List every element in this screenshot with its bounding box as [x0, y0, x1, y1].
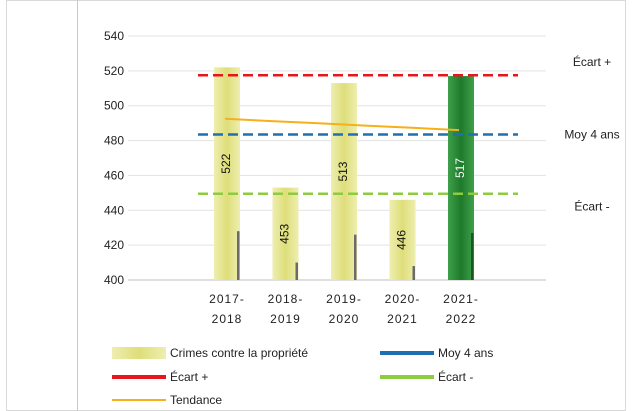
bar-value-labels: 522 453 513 446 517 [219, 153, 467, 250]
legend-label: Crimes contre la propriété [170, 346, 308, 360]
legend-label: Tendance [170, 393, 222, 407]
legend: Crimes contre la propriété Moy 4 ans Écart… [112, 346, 493, 407]
shadow-bar [295, 262, 298, 280]
reference-line-label: Écart + [573, 54, 611, 69]
bar-value-label: 453 [278, 223, 292, 243]
y-axis: 400 420 440 460 480 500 520 540 [104, 29, 124, 287]
legend-swatch [112, 347, 166, 359]
legend-label: Écart - [438, 369, 473, 384]
bar-value-label: 446 [395, 230, 409, 250]
legend-label: Moy 4 ans [438, 346, 493, 360]
y-tick-label: 400 [104, 273, 124, 287]
trend-line [224, 117, 460, 132]
bar [214, 67, 240, 280]
bar-value-label: 513 [336, 161, 350, 181]
x-tick-label: 2021- [443, 292, 479, 306]
shadow-bar [354, 234, 357, 280]
y-tick-label: 500 [104, 99, 124, 113]
y-tick-label: 440 [104, 203, 124, 217]
x-tick-label: 2018 [212, 312, 243, 326]
bar [389, 199, 416, 280]
shadow-bar [412, 266, 415, 280]
x-tick-label: 2021 [387, 312, 418, 326]
bar [448, 76, 474, 280]
chart-border [6, 0, 626, 411]
y-tick-label: 520 [104, 64, 124, 78]
x-tick-label: 2017- [209, 292, 245, 306]
legend-label: Écart + [170, 369, 208, 384]
bar-value-label: 517 [453, 158, 467, 178]
y-tick-label: 480 [104, 134, 124, 148]
shadow-bar [237, 231, 240, 280]
y-tick-label: 540 [104, 29, 124, 43]
reference-line-labels: Écart + Moy 4 ans Écart - [564, 54, 619, 214]
shadow-bar [471, 232, 474, 280]
x-tick-label: 2020- [385, 292, 421, 306]
bar [272, 187, 299, 280]
y-tick-label: 420 [104, 238, 124, 252]
reference-line-label: Écart - [574, 199, 609, 214]
x-tick-label: 2018- [268, 292, 304, 306]
reference-lines [198, 73, 518, 195]
x-tick-label: 2022 [446, 312, 477, 326]
x-tick-label: 2019 [270, 312, 301, 326]
reference-line-label: Moy 4 ans [564, 127, 619, 141]
y-tick-label: 460 [104, 168, 124, 182]
x-tick-label: 2020 [329, 312, 360, 326]
bars [214, 67, 474, 280]
x-tick-label: 2019- [326, 292, 362, 306]
trend-path [224, 117, 460, 132]
bar-value-label: 522 [219, 153, 233, 173]
x-axis: 2017- 2018 2018- 2019 2019- 2020 2020- 2021 2021… [209, 292, 479, 326]
bar [331, 83, 357, 280]
